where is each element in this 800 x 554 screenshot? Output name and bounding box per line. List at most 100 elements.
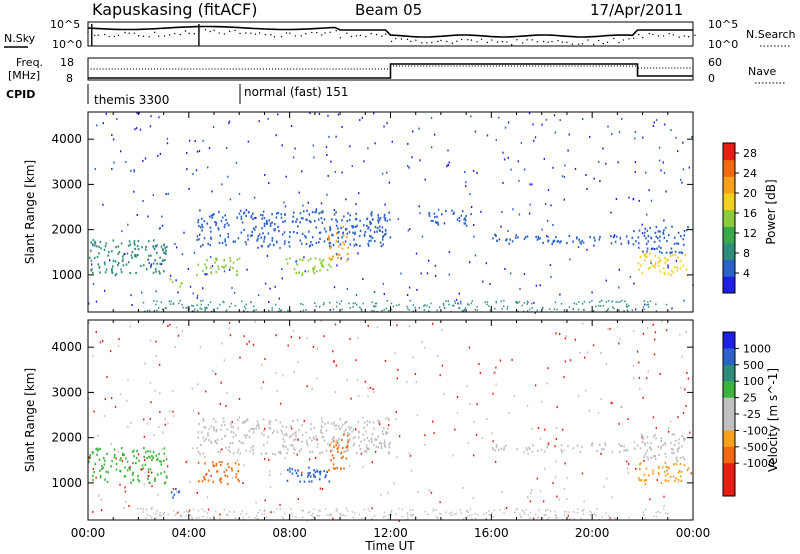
noise-cell [529, 203, 531, 206]
echo-cell [197, 431, 200, 434]
echo-cell [291, 468, 294, 471]
noise-cell [406, 380, 408, 383]
echo-cell [111, 459, 113, 463]
echo-cell [366, 436, 369, 440]
noise-cell [607, 125, 609, 128]
echo-cell [646, 441, 649, 444]
echo-cell [341, 438, 343, 441]
ground-cell [407, 307, 409, 310]
echo-cell [566, 242, 568, 245]
nsky-line [87, 25, 693, 38]
echo-cell [639, 447, 642, 450]
ground-cell [595, 514, 597, 517]
ground-cell [310, 514, 312, 517]
noise-cell [340, 257, 342, 260]
nave-point [659, 67, 661, 69]
noise-cell [319, 487, 322, 490]
echo-cell [226, 482, 229, 485]
echo-cell [286, 434, 288, 437]
echo-cell [163, 482, 166, 485]
nsky-point [270, 34, 272, 36]
noise-cell [361, 116, 363, 119]
echo-cell [160, 245, 163, 248]
echo-cell [335, 424, 337, 427]
nave-point [356, 68, 358, 70]
noise-cell [388, 181, 391, 184]
colorbar-swatch [723, 381, 735, 399]
noise-cell [316, 438, 318, 441]
echo-cell [156, 262, 158, 265]
echo-cell [215, 259, 218, 262]
noise-cell [544, 428, 546, 431]
echo-cell [685, 229, 688, 232]
ground-cell [292, 515, 294, 518]
ground-cell [352, 516, 355, 519]
ground-cell [631, 309, 634, 311]
echo-cell [328, 236, 330, 239]
echo-cell [255, 427, 257, 430]
nsky-point [229, 30, 231, 33]
noise-cell [373, 231, 376, 234]
noise-cell [361, 416, 364, 419]
echo-cell [599, 236, 601, 239]
noise-cell [629, 275, 632, 278]
noise-cell [470, 206, 473, 208]
echo-cell [676, 458, 678, 461]
noise-cell [88, 456, 91, 459]
noise-cell [411, 156, 413, 159]
echo-cell [224, 214, 226, 217]
nave-point [99, 68, 101, 70]
noise-cell [446, 165, 448, 168]
ground-cell [175, 512, 178, 515]
ground-cell [241, 510, 243, 513]
echo-cell [604, 442, 606, 445]
noise-cell [658, 159, 661, 162]
noise-cell [574, 338, 576, 341]
echo-cell [441, 213, 443, 216]
noise-cell [134, 128, 136, 131]
ground-cell [223, 301, 225, 304]
echo-cell [359, 219, 361, 222]
noise-cell [539, 284, 541, 287]
noise-cell [254, 217, 256, 219]
echo-cell [299, 239, 302, 242]
noise-cell [652, 323, 654, 326]
echo-cell [120, 242, 123, 245]
echo-cell [159, 272, 161, 275]
noise-cell [396, 456, 398, 459]
nave-point [181, 68, 183, 70]
noise-cell [658, 146, 661, 149]
echo-cell [555, 236, 557, 239]
echo-cell [428, 214, 431, 217]
noise-cell [432, 420, 434, 423]
echo-cell [567, 445, 569, 448]
ground-cell [573, 302, 575, 305]
colorbar-tick-label: 500 [743, 359, 764, 372]
ground-cell [531, 307, 533, 309]
echo-cell [370, 222, 372, 225]
echo-cell [346, 220, 349, 223]
echo-cell [89, 456, 91, 459]
echo-cell [358, 431, 360, 434]
echo-cell [269, 222, 272, 225]
ground-cell [589, 514, 591, 516]
noise-cell [95, 476, 97, 479]
echo-cell [453, 211, 455, 214]
nsky-point [204, 29, 207, 31]
nsky-point [633, 37, 635, 40]
echo-cell [351, 225, 354, 228]
echo-cell [207, 242, 209, 245]
noise-cell [602, 147, 604, 150]
noise-cell [334, 170, 336, 173]
echo-cell [686, 468, 689, 472]
echo-cell [435, 221, 438, 224]
echo-cell [221, 216, 224, 219]
ground-cell [191, 304, 193, 307]
nave-tick-bottom: 0 [708, 72, 715, 85]
nave-point [489, 65, 491, 67]
nave-point [126, 68, 128, 70]
ground-cell [647, 306, 650, 308]
echo-cell [343, 467, 345, 470]
ground-cell [283, 512, 286, 515]
